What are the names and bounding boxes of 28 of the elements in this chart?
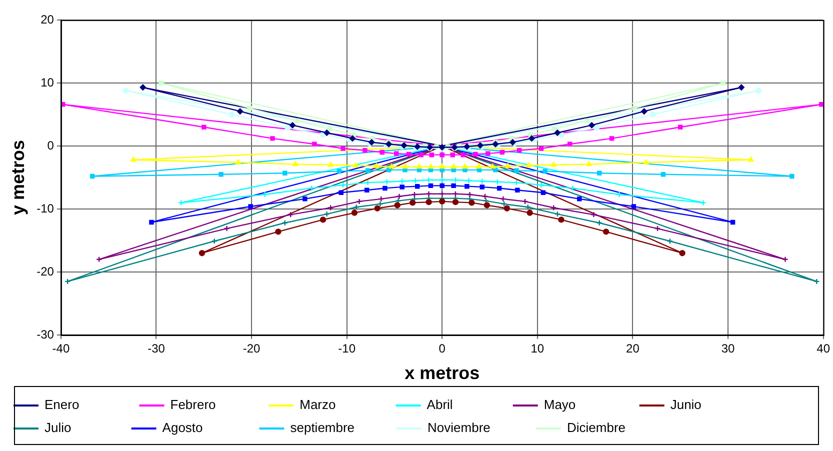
- x-tick-label: 0: [438, 342, 446, 356]
- y-tick-label: 0: [47, 138, 54, 152]
- legend-label: septiembre: [290, 420, 388, 436]
- x-tick-label: -30: [148, 342, 166, 356]
- legend-label: Mayo: [544, 397, 630, 412]
- legend-label: Marzo: [300, 397, 386, 412]
- x-tick-label: -10: [338, 342, 356, 356]
- y-tick-label: -20: [36, 264, 54, 278]
- legend-label: Julio: [44, 420, 122, 436]
- x-tick-label: 10: [530, 342, 544, 356]
- legend-label: Abril: [426, 397, 504, 412]
- x-tick-label: -20: [242, 342, 261, 356]
- legend-label: Diciembre: [567, 420, 662, 436]
- y-tick-label: 10: [40, 75, 54, 90]
- legend-label: Enero: [44, 397, 130, 412]
- x-tick-label: 40: [816, 342, 830, 356]
- y-tick-label: -10: [36, 201, 54, 216]
- legend-label: Noviembre: [428, 420, 527, 436]
- legend-label: Junio: [670, 397, 752, 412]
- y-axis-title: y metros: [8, 140, 28, 216]
- y-tick-label: -30: [36, 327, 54, 342]
- y-tick-label: 20: [40, 12, 54, 26]
- legend-label: Febrero: [170, 397, 260, 412]
- x-tick-label: 30: [721, 342, 736, 356]
- x-axis-title: x metros: [404, 363, 480, 384]
- x-tick-label: 20: [626, 342, 640, 356]
- legend-label: Agosto: [162, 420, 250, 436]
- x-tick-label: -40: [52, 342, 70, 356]
